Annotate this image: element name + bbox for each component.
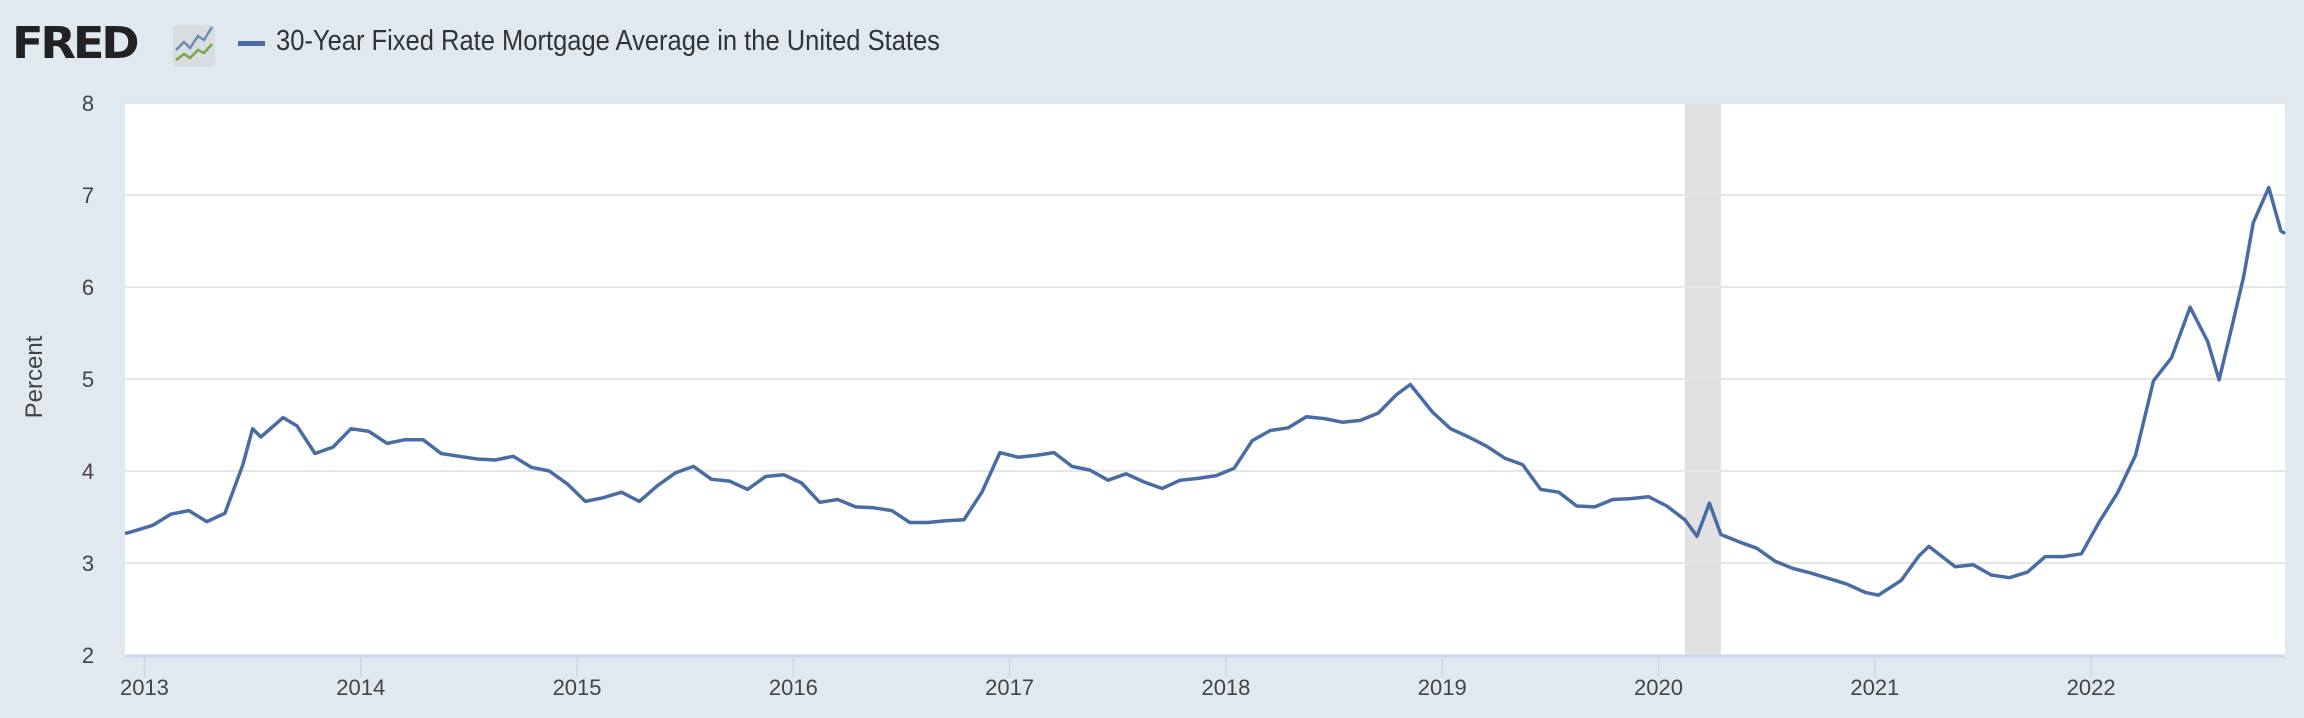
- x-tick-label: 2021: [1850, 675, 1899, 700]
- y-axis-label: Percent: [21, 335, 48, 418]
- x-tick-label: 2014: [336, 675, 385, 700]
- chart-title: 30-Year Fixed Rate Mortgage Average in t…: [276, 25, 940, 57]
- legend-swatch: [238, 41, 265, 46]
- x-tick-label: 2013: [120, 675, 169, 700]
- x-tick-label: 2015: [553, 675, 602, 700]
- x-tick-label: 2019: [1418, 675, 1467, 700]
- y-tick-label: 3: [82, 551, 94, 576]
- x-tick-label: 2016: [769, 675, 818, 700]
- x-tick-label: 2020: [1634, 675, 1683, 700]
- x-tick-label: 2022: [2067, 675, 2116, 700]
- fred-logo[interactable]: FRED: [12, 18, 140, 69]
- y-tick-label: 2: [82, 643, 94, 668]
- y-tick-label: 8: [82, 91, 94, 116]
- y-tick-label: 7: [82, 183, 94, 208]
- x-tick-label: 2018: [1201, 675, 1250, 700]
- series-line: [124, 185, 2286, 597]
- y-tick-label: 6: [82, 275, 94, 300]
- fred-chart-icon: [173, 25, 215, 67]
- y-tick-label: 5: [82, 367, 94, 392]
- x-tick-label: 2017: [985, 675, 1034, 700]
- y-tick-label: 4: [82, 459, 94, 484]
